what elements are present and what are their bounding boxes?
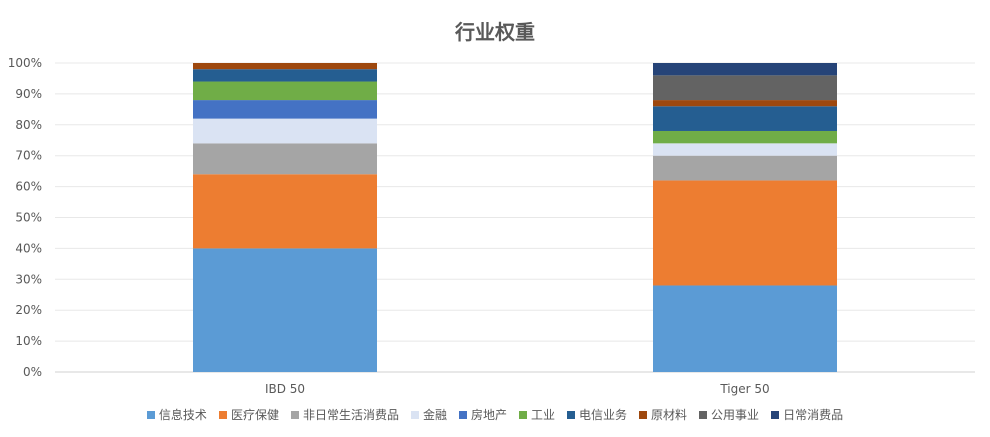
- bar-segment: [653, 130, 837, 144]
- bar-segment: [653, 155, 837, 181]
- bar-segment: [653, 285, 837, 372]
- legend-swatch: [771, 410, 780, 419]
- y-tick-label: 80%: [15, 118, 42, 132]
- y-tick-label: 60%: [15, 180, 42, 194]
- legend: 信息技术 医疗保健 非日常生活消费品 金融 房地产 工业 电信业务 原材料 公用事业 日常消费品: [0, 406, 990, 423]
- legend-swatch: [458, 410, 467, 419]
- y-tick-label: 90%: [15, 87, 42, 101]
- legend-label: 非日常生活消费品: [302, 408, 399, 422]
- legend-label: 工业: [531, 408, 556, 422]
- y-tick-label: 0%: [23, 365, 42, 379]
- bar-segment: [653, 143, 837, 156]
- legend-label: 房地产: [470, 408, 507, 422]
- x-tick-label: Tiger 50: [719, 382, 769, 396]
- y-tick-label: 40%: [15, 241, 42, 255]
- legend-label: 公用事业: [711, 408, 760, 422]
- legend-label: 电信业务: [579, 408, 628, 422]
- bar-segment: [653, 106, 837, 131]
- x-tick-label: IBD 50: [265, 382, 305, 396]
- legend-swatch: [567, 410, 576, 419]
- y-tick-label: 10%: [15, 334, 42, 348]
- legend-item: 日常消费品: [771, 406, 843, 423]
- bar-segment: [653, 100, 837, 107]
- legend-label: 医疗保健: [230, 408, 279, 422]
- bar-segment: [193, 100, 377, 119]
- legend-swatch: [519, 410, 527, 419]
- chart-title: 行业权重: [455, 20, 535, 44]
- bar-segment: [193, 174, 377, 249]
- legend-item: 非日常生活消费品: [290, 406, 399, 423]
- bar-segment: [193, 248, 377, 372]
- legend-label: 原材料: [651, 408, 688, 422]
- legend-swatch: [639, 410, 648, 419]
- legend-item: 电信业务: [567, 406, 627, 423]
- legend-item: 医疗保健: [218, 406, 279, 423]
- legend-item: 信息技术: [146, 406, 207, 423]
- y-tick-label: 30%: [15, 272, 42, 286]
- y-tick-label: 20%: [15, 303, 42, 317]
- y-tick-label: 100%: [8, 56, 42, 70]
- y-tick-label: 70%: [15, 149, 42, 163]
- legend-swatch: [146, 410, 155, 419]
- legend-swatch: [410, 410, 419, 419]
- legend-swatch: [218, 410, 227, 419]
- legend-label: 金融: [422, 408, 447, 422]
- bar-segment: [193, 81, 377, 101]
- bar-segment: [653, 63, 837, 76]
- bar-segment: [193, 69, 377, 82]
- y-tick-label: 50%: [15, 211, 42, 225]
- legend-swatch: [290, 410, 299, 419]
- bar-segment: [653, 75, 837, 101]
- bar-segment: [193, 143, 377, 175]
- legend-label: 信息技术: [158, 408, 207, 422]
- bar-segment: [193, 63, 377, 70]
- legend-swatch: [699, 410, 708, 419]
- legend-item: 原材料: [639, 406, 687, 423]
- legend-item: 公用事业: [699, 406, 759, 423]
- legend-item: 房地产: [458, 406, 507, 423]
- legend-item: 金融: [410, 406, 447, 423]
- bar-segment: [193, 118, 377, 144]
- legend-label: 日常消费品: [783, 408, 844, 422]
- bar-segment: [653, 180, 837, 286]
- legend-item: 工业: [519, 406, 555, 423]
